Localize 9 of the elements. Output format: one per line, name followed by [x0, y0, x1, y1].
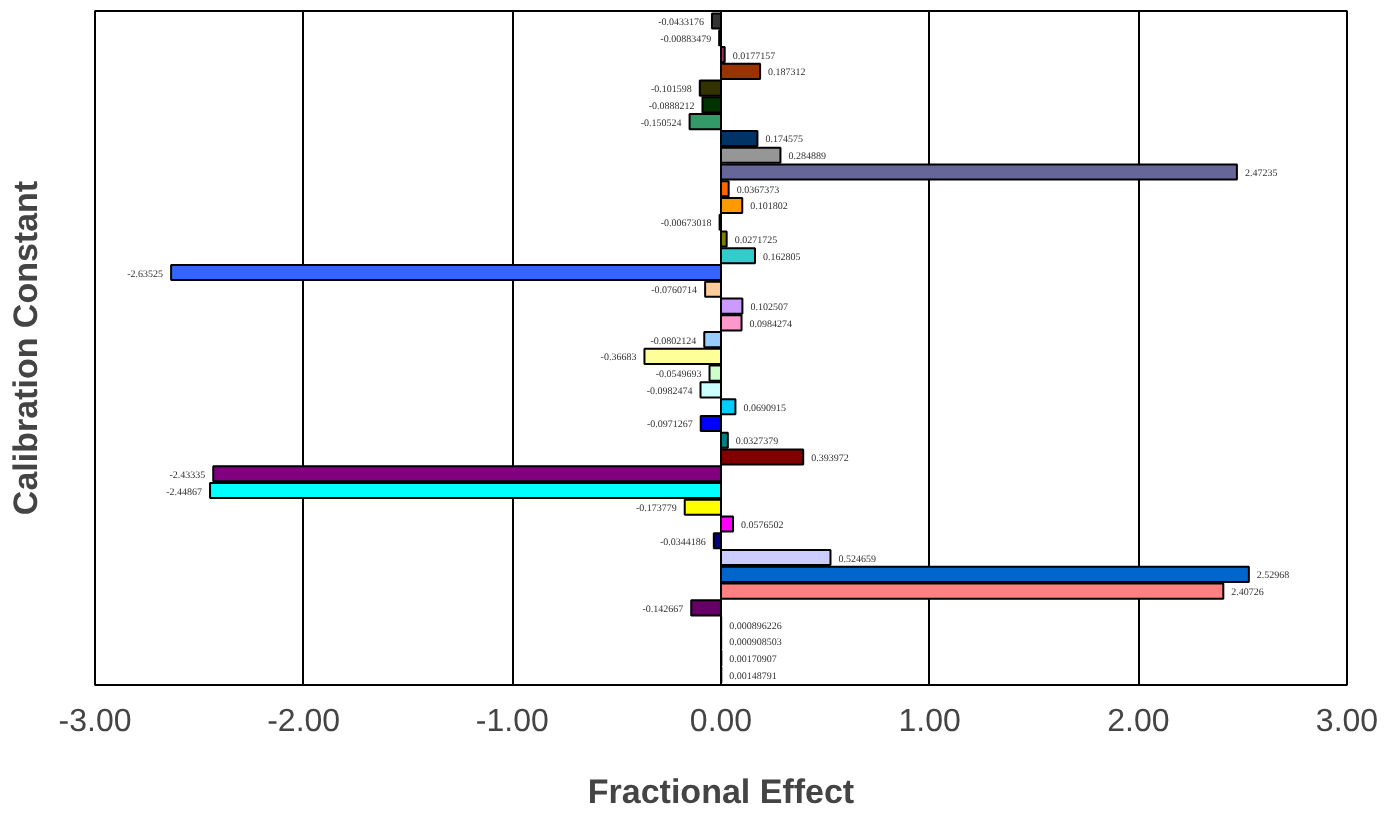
x-tick-label: 1.00	[898, 705, 962, 739]
x-tick-label: -3.00	[58, 705, 132, 739]
y-axis-title: Calibration Constant	[7, 180, 45, 516]
x-axis-title: Fractional Effect	[587, 773, 855, 811]
x-tick-label: 3.00	[1315, 705, 1379, 739]
x-tick-label: 0.00	[689, 705, 753, 739]
x-tick-label: -2.00	[267, 705, 341, 739]
x-tick-label: -1.00	[475, 705, 550, 739]
x-tick-label: 2.00	[1107, 705, 1170, 739]
